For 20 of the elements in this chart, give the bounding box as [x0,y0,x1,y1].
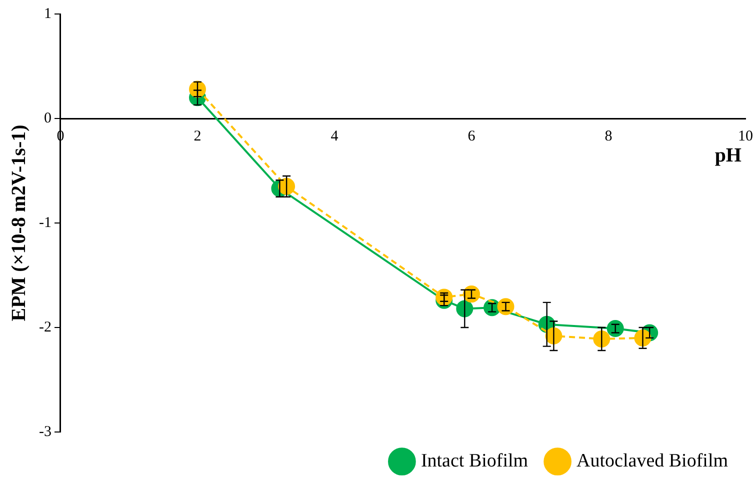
x-tick-label: 6 [468,128,476,144]
legend-label: Autoclaved Biofilm [576,450,728,472]
y-tick-label: -1 [38,214,52,231]
x-tick-label: 2 [194,128,202,144]
point [606,320,624,338]
point [463,286,480,303]
point [497,298,514,316]
y-tick-label: -2 [38,319,52,336]
y-tick-label: 1 [44,6,52,22]
y-tick-label: -3 [38,424,52,440]
x-tick-label: 4 [330,128,339,144]
point [593,330,610,348]
point [436,288,453,306]
legend-label: Intact Biofilm [420,450,528,472]
x-tick-label: 8 [604,128,612,144]
y-axis-title: EPM (×10-8 m2V-1s-1) [8,124,30,322]
point [456,300,474,318]
x-tick-label: 10 [738,128,753,144]
y-tick-label: 0 [44,110,52,126]
x-axis-title: pH [714,144,742,167]
